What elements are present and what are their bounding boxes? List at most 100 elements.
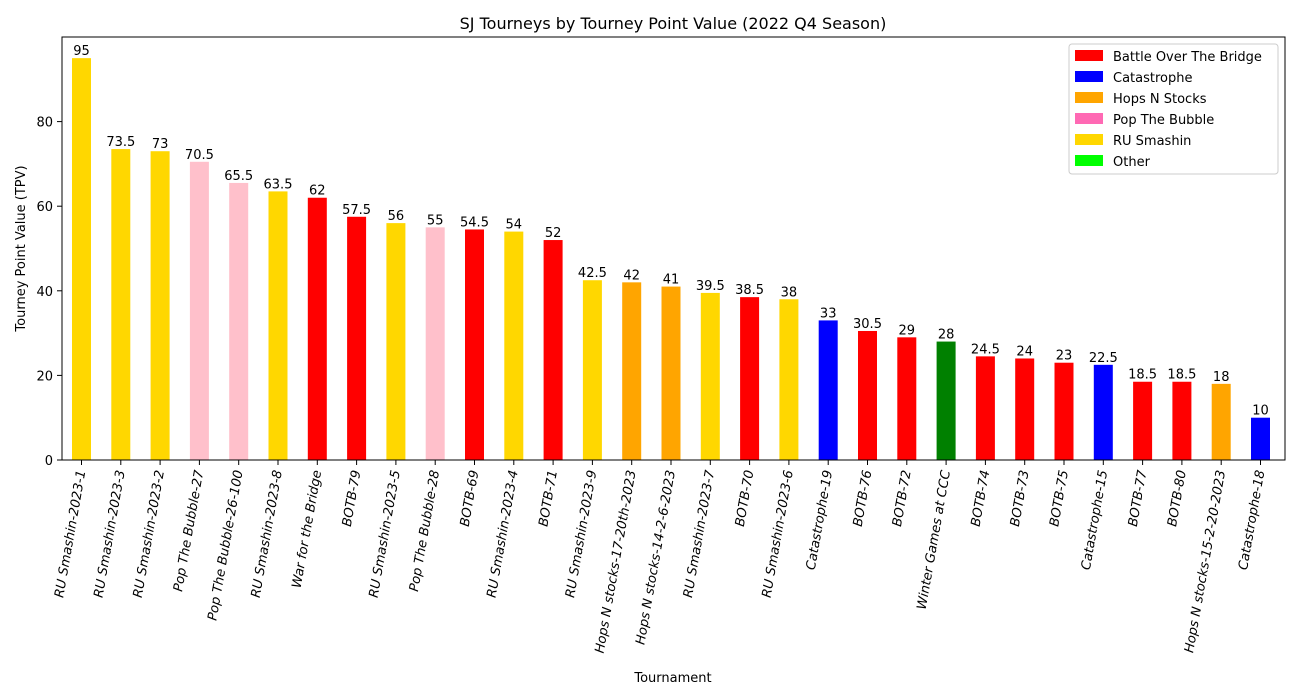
bar (465, 229, 484, 460)
legend: Battle Over The Bridge Catastrophe Hops N … (1068, 43, 1279, 175)
legend-box (1068, 43, 1279, 175)
bar (700, 292, 720, 460)
bar (858, 330, 877, 460)
legend-label: RU Smashin (1113, 134, 1191, 149)
bar-value-label: 33 (820, 306, 837, 321)
chart-title: SJ Tourneys by Tourney Point Value (2022… (460, 14, 887, 33)
bar (740, 297, 760, 460)
bar (818, 320, 838, 460)
bar-value-label: 63.5 (264, 177, 293, 192)
bar-value-label: 54 (506, 218, 523, 233)
bar-value-label: 30.5 (853, 317, 882, 332)
x-tick-label: BOTB-70 (733, 469, 758, 528)
bar-value-label: 95 (73, 44, 90, 59)
x-tick-label: Pop The Bubble-28 (407, 469, 443, 593)
x-axis: RU Smashin-2023-1 RU Smashin-2023-3 RU Sma… (52, 460, 1268, 654)
y-tick-label: 0 (45, 454, 53, 469)
bar (1015, 358, 1035, 460)
legend-label: Battle Over The Bridge (1113, 50, 1262, 65)
legend-label: Hops N Stocks (1113, 92, 1207, 107)
x-tick-label: RU Smashin-2023-8 (249, 469, 286, 599)
bar-value-label: 57.5 (342, 203, 371, 218)
bar-value-label: 23 (1056, 349, 1073, 364)
x-tick-label: War for the Bridge (290, 469, 326, 589)
bar (897, 337, 917, 460)
x-tick-label: Catastrophe-15 (1079, 469, 1111, 571)
legend-swatch (1075, 71, 1103, 82)
bar-value-label: 38.5 (735, 283, 764, 298)
bar (150, 151, 170, 460)
bar (307, 197, 327, 461)
legend-swatch (1075, 92, 1103, 103)
bar (1133, 381, 1153, 460)
bars-layer: 95 73.5 73 70.5 65.5 63.5 62 57.5 56 55 54.5 54 52 42… (72, 44, 1270, 461)
bar-value-label: 38 (781, 285, 798, 300)
bar-value-label: 29 (899, 323, 916, 338)
bar (425, 227, 445, 460)
bar-value-label: 56 (388, 209, 405, 224)
x-tick-label: Hops N stocks-15-2-20-2023 (1182, 469, 1229, 654)
bar-value-label: 22.5 (1089, 351, 1118, 366)
x-tick-label: BOTB-72 (890, 469, 915, 528)
x-tick-label: Winter Games at CCC (915, 468, 954, 611)
bar (1172, 381, 1192, 460)
bar-value-label: 41 (663, 273, 680, 288)
bar-value-label: 70.5 (185, 148, 214, 163)
bar (189, 161, 209, 460)
bar-value-label: 18.5 (1167, 368, 1196, 383)
legend-label: Other (1113, 155, 1151, 170)
bar (622, 282, 642, 460)
bar (504, 231, 524, 460)
bar (1251, 417, 1270, 460)
bar (111, 149, 131, 460)
bar (229, 182, 249, 460)
bar (72, 58, 91, 461)
plot-frame (61, 36, 1286, 461)
bar (1211, 383, 1231, 460)
bar (268, 191, 288, 460)
y-tick-label: 40 (36, 285, 53, 300)
bar-value-label: 65.5 (224, 169, 253, 184)
x-tick-label: BOTB-77 (1126, 468, 1151, 527)
x-tick-label: BOTB-69 (458, 469, 483, 528)
x-tick-label: Catastrophe-19 (804, 469, 836, 571)
bar-value-label: 42 (623, 268, 640, 283)
y-tick-label: 80 (36, 116, 53, 131)
y-axis: 0 20 40 60 80 (36, 116, 62, 469)
x-tick-label: Pop The Bubble-27 (171, 468, 207, 592)
bar-value-label: 52 (545, 226, 562, 241)
legend-swatch (1075, 155, 1103, 166)
bar (1093, 364, 1113, 460)
x-tick-label: BOTB-75 (1047, 469, 1072, 528)
bar-value-label: 54.5 (460, 215, 489, 230)
legend-label: Pop The Bubble (1113, 113, 1214, 128)
x-tick-label: BOTB-71 (536, 469, 561, 528)
bar-value-label: 39.5 (696, 279, 725, 294)
bar (975, 356, 995, 460)
x-tick-label: BOTB-80 (1165, 469, 1190, 528)
bar (1054, 362, 1074, 460)
bar (661, 286, 681, 460)
x-tick-label: RU Smashin-2023-5 (367, 469, 404, 599)
bar (386, 223, 406, 460)
x-tick-label: RU Smashin-2023-2 (131, 469, 168, 599)
x-tick-label: Pop The Bubble-26-100 (205, 469, 246, 622)
y-axis-title: Tourney Point Value (TPV) (14, 165, 29, 332)
bar-value-label: 55 (427, 213, 444, 228)
y-tick-label: 60 (36, 200, 53, 215)
legend-swatch (1075, 50, 1103, 61)
legend-swatch (1075, 134, 1103, 145)
bar-value-label: 24.5 (971, 342, 1000, 357)
bar (936, 341, 956, 460)
x-tick-label: RU Smashin-2023-3 (92, 469, 129, 599)
bar (582, 280, 602, 460)
x-tick-label: BOTB-74 (969, 469, 994, 528)
bar-value-label: 73 (152, 137, 169, 152)
x-tick-label: BOTB-76 (851, 469, 876, 528)
bar (347, 216, 367, 460)
bar-value-label: 73.5 (106, 135, 135, 150)
bar-value-label: 62 (309, 184, 326, 199)
x-tick-label: RU Smashin-2023-1 (52, 469, 89, 599)
bar-value-label: 10 (1252, 404, 1269, 419)
